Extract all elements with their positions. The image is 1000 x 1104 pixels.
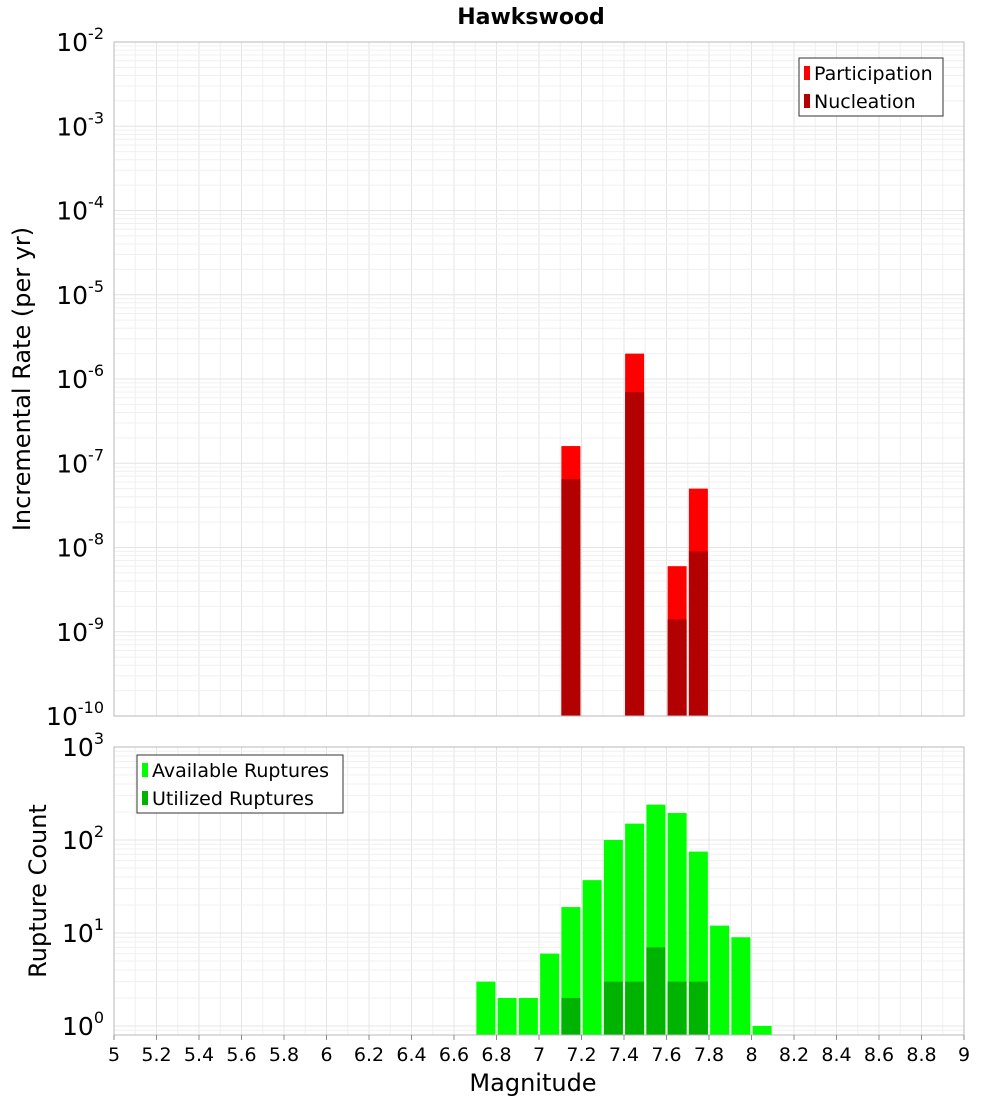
x-axis-ticks: 5 5.2 5.4 5.6 5.8 6 6.2 6.4 6.6 6.8 7 7.2 7.4 7.6 7.8 8… xyxy=(108,1035,970,1066)
available-ruptures-bar xyxy=(497,997,517,1035)
utilized-ruptures-series xyxy=(561,947,708,1035)
chart-title: Hawkswood xyxy=(457,5,605,30)
nucleation-bar xyxy=(625,392,645,716)
utilized-ruptures-bar xyxy=(646,947,666,1035)
y-tick-label: 10-2 xyxy=(56,24,104,57)
legend-box xyxy=(136,754,344,814)
available-ruptures-bar xyxy=(540,953,560,1035)
y-axis-ticks: 103 102 101 100 xyxy=(62,729,104,1041)
plot-area-rate xyxy=(113,42,965,717)
x-tick-label: 8.2 xyxy=(779,1044,809,1066)
y-tick-label: 10-6 xyxy=(56,361,104,394)
x-tick-label: 8.8 xyxy=(906,1044,936,1066)
x-tick-label: 5.4 xyxy=(184,1044,214,1066)
legend-label: Nucleation xyxy=(814,91,916,113)
legend-count: Available Ruptures Utilized Ruptures xyxy=(136,754,344,814)
utilized-ruptures-bar xyxy=(561,997,581,1035)
x-tick-label: 6.8 xyxy=(481,1044,511,1066)
legend-label: Available Ruptures xyxy=(152,760,329,782)
legend-swatch xyxy=(804,94,810,108)
nucleation-bar xyxy=(561,479,581,716)
x-tick-label: 7.6 xyxy=(651,1044,681,1066)
x-tick-label: 8.6 xyxy=(864,1044,894,1066)
x-tick-label: 5.8 xyxy=(269,1044,299,1066)
x-tick-label: 6.6 xyxy=(439,1044,469,1066)
nucleation-series xyxy=(561,392,708,716)
available-ruptures-bar xyxy=(667,813,687,1035)
nucleation-bar xyxy=(667,619,687,716)
x-tick-label: 8 xyxy=(745,1044,757,1066)
x-tick-label: 5 xyxy=(108,1044,120,1066)
y-tick-label: 10-4 xyxy=(56,193,104,226)
legend-label: Participation xyxy=(814,63,933,85)
legend-swatch xyxy=(804,66,810,80)
x-tick-label: 6.2 xyxy=(354,1044,384,1066)
y-tick-label: 10-9 xyxy=(56,614,104,647)
x-tick-label: 7.2 xyxy=(566,1044,596,1066)
x-tick-label: 8.4 xyxy=(821,1044,851,1066)
utilized-ruptures-bar xyxy=(625,981,645,1035)
y-tick-label: 103 xyxy=(62,729,104,762)
available-ruptures-bar xyxy=(476,981,496,1035)
x-axis-label: Magnitude xyxy=(469,1069,596,1097)
available-ruptures-bar xyxy=(518,997,538,1035)
y-tick-label: 10-7 xyxy=(56,445,104,478)
x-tick-label: 7 xyxy=(533,1044,545,1066)
plot-frame xyxy=(113,41,965,717)
x-tick-label: 7.8 xyxy=(694,1044,724,1066)
available-ruptures-bar xyxy=(582,880,602,1035)
x-tick-label: 5.6 xyxy=(226,1044,256,1066)
utilized-ruptures-bar xyxy=(603,981,623,1035)
y-tick-label: 10-8 xyxy=(56,530,104,563)
available-ruptures-bar xyxy=(752,1025,772,1035)
nucleation-bar xyxy=(688,551,708,716)
x-tick-label: 7.4 xyxy=(609,1044,639,1066)
y-tick-label: 10-5 xyxy=(56,277,104,310)
y-axis-label-rate: Incremental Rate (per yr) xyxy=(8,227,36,531)
legend-label: Utilized Ruptures xyxy=(152,788,314,810)
y-tick-label: 101 xyxy=(62,915,104,948)
y-axis-ticks: 10-2 10-3 10-4 10-5 10-6 10-7 10-8 10-9 10-10 xyxy=(46,24,104,731)
y-tick-label: 102 xyxy=(62,822,104,855)
x-tick-label: 5.2 xyxy=(141,1044,171,1066)
utilized-ruptures-bar xyxy=(667,981,687,1035)
legend-box xyxy=(798,57,944,117)
legend-swatch xyxy=(142,791,148,805)
y-tick-label: 100 xyxy=(62,1008,104,1041)
available-ruptures-bar xyxy=(731,937,751,1035)
x-tick-label: 6 xyxy=(320,1044,332,1066)
utilized-ruptures-bar xyxy=(688,981,708,1035)
y-tick-label: 10-10 xyxy=(46,698,104,731)
legend-swatch xyxy=(142,763,148,777)
legend-rate: Participation Nucleation xyxy=(798,57,944,117)
x-tick-label: 6.4 xyxy=(396,1044,426,1066)
available-ruptures-bar xyxy=(710,925,730,1035)
y-axis-label-count: Rupture Count xyxy=(24,804,52,978)
y-tick-label: 10-3 xyxy=(56,108,104,141)
x-tick-label: 9 xyxy=(958,1044,970,1066)
